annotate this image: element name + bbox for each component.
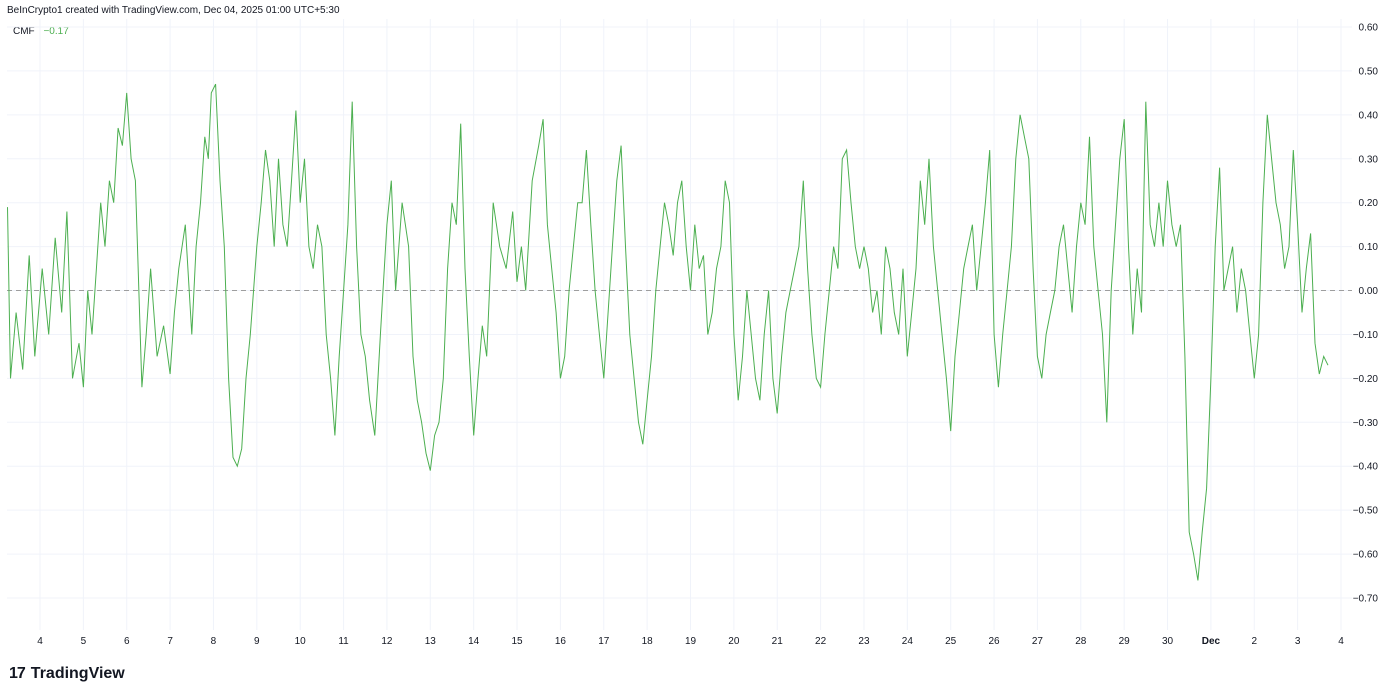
cmf-series-line [7, 83, 1329, 581]
indicator-label: CMF [13, 26, 35, 37]
x-tick-label: 29 [1119, 636, 1131, 647]
x-tick-label: 7 [167, 636, 173, 647]
tradingview-wordmark: TradingView [30, 665, 125, 682]
y-tick-label: 0.00 [1359, 286, 1379, 297]
tradingview-logo[interactable]: 17 TradingView [9, 665, 125, 683]
y-tick-label: 0.30 [1359, 154, 1379, 165]
x-tick-label: 15 [511, 636, 523, 647]
x-tick-label: 25 [945, 636, 957, 647]
x-tick-label: Dec [1202, 636, 1221, 647]
tradingview-logo-icon: 17 [9, 665, 26, 682]
y-tick-label: 0.20 [1359, 198, 1379, 209]
x-axis: 4 5 6 7 8 9 10 11 12 13 14 15 16 17 18 19 20 21 22 23 24 25 26… [37, 636, 1344, 647]
y-axis: 0.60 0.50 0.40 0.30 0.20 0.10 0.00 −0.10 −0.20 −0… [1353, 23, 1379, 605]
x-tick-label: 24 [902, 636, 914, 647]
y-tick-label: −0.20 [1353, 374, 1379, 385]
x-tick-label: 27 [1032, 636, 1044, 647]
x-tick-label: 12 [381, 636, 393, 647]
x-tick-label: 30 [1162, 636, 1174, 647]
x-tick-label: 4 [1338, 636, 1344, 647]
x-tick-label: 19 [685, 636, 697, 647]
x-tick-label: 26 [989, 636, 1001, 647]
y-tick-label: −0.70 [1353, 594, 1379, 605]
y-tick-label: −0.10 [1353, 330, 1379, 341]
y-tick-label: 0.50 [1359, 66, 1379, 77]
chart-credit: BeInCrypto1 created with TradingView.com… [7, 5, 340, 16]
x-tick-label: 8 [211, 636, 217, 647]
x-tick-label: 17 [598, 636, 610, 647]
chart-grid [7, 19, 1352, 630]
x-tick-label: 2 [1251, 636, 1257, 647]
x-tick-label: 3 [1295, 636, 1301, 647]
x-tick-label: 16 [555, 636, 567, 647]
x-tick-label: 20 [728, 636, 740, 647]
x-tick-label: 28 [1075, 636, 1087, 647]
x-tick-label: 11 [338, 636, 349, 647]
x-tick-label: 10 [295, 636, 307, 647]
y-tick-label: −0.60 [1353, 550, 1379, 561]
x-tick-label: 6 [124, 636, 130, 647]
x-tick-label: 13 [425, 636, 437, 647]
y-tick-label: −0.50 [1353, 506, 1379, 517]
x-tick-label: 5 [81, 636, 87, 647]
x-tick-label: 22 [815, 636, 827, 647]
indicator-legend[interactable]: CMF −0.17 [13, 26, 69, 37]
x-tick-label: 9 [254, 636, 260, 647]
y-tick-label: −0.40 [1353, 462, 1379, 473]
x-tick-label: 14 [468, 636, 480, 647]
y-tick-label: 0.60 [1359, 23, 1379, 34]
y-tick-label: 0.10 [1359, 242, 1379, 253]
x-tick-label: 18 [642, 636, 654, 647]
y-tick-label: 0.40 [1359, 110, 1379, 121]
x-tick-label: 21 [772, 636, 784, 647]
indicator-value: −0.17 [43, 26, 69, 37]
y-tick-label: −0.30 [1353, 418, 1379, 429]
x-tick-label: 4 [37, 636, 43, 647]
x-tick-label: 23 [858, 636, 870, 647]
